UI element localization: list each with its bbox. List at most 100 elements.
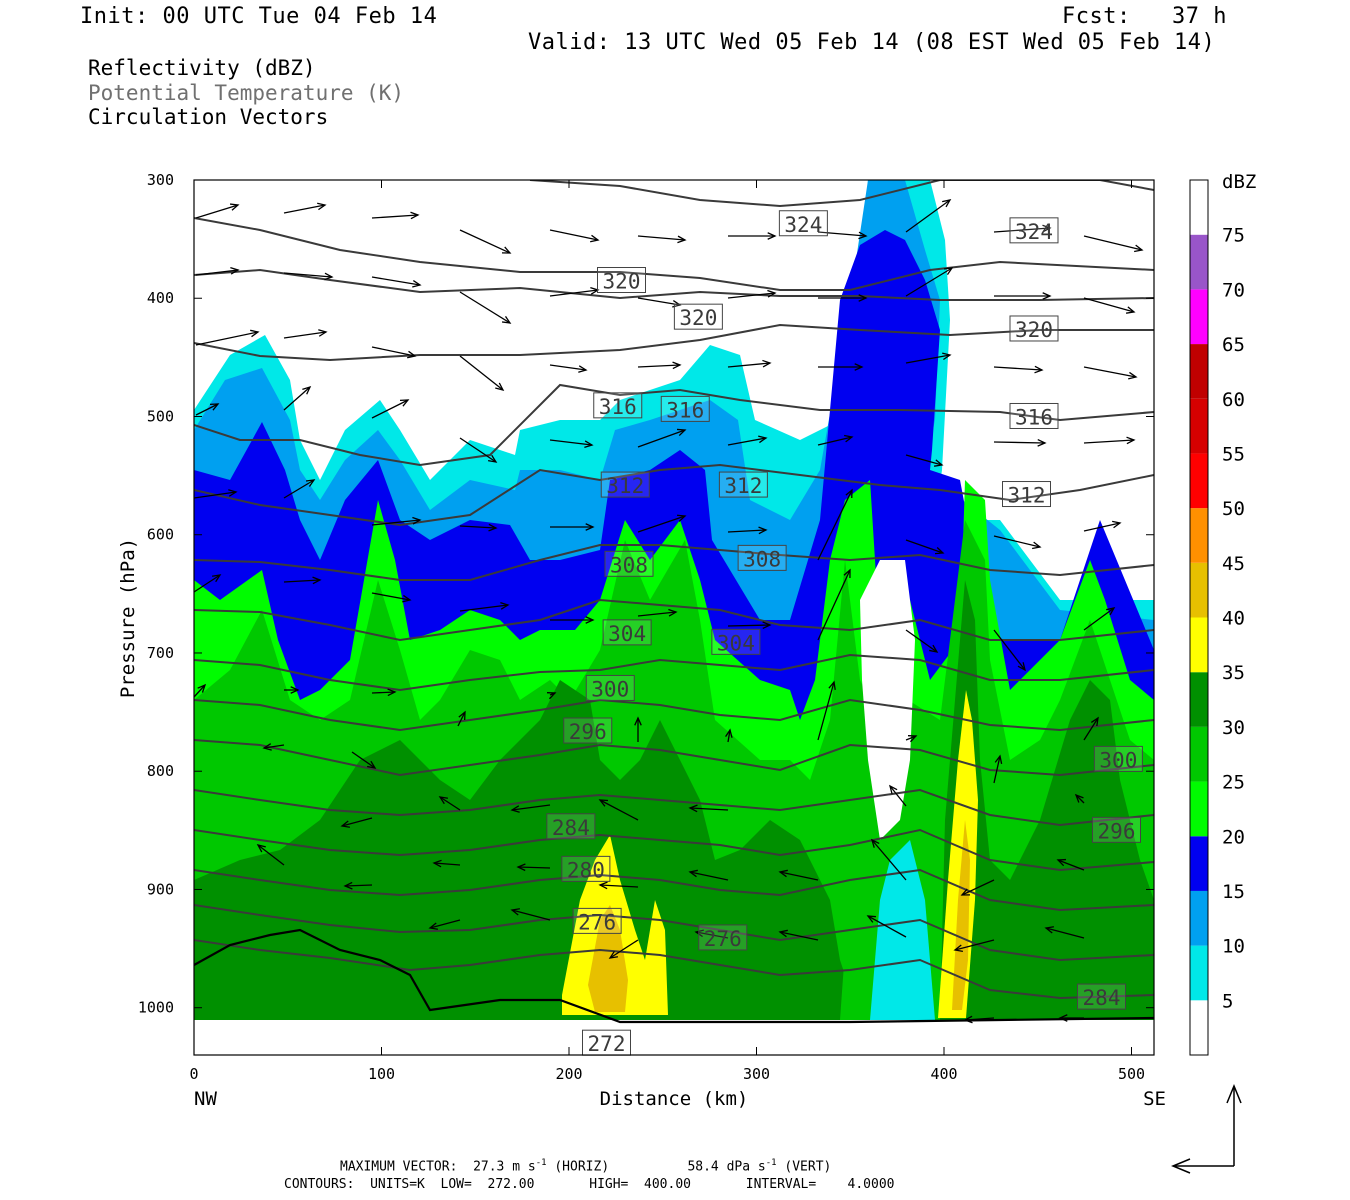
vector-head xyxy=(1112,520,1122,529)
init-time: Init: 00 UTC Tue 04 Feb 14 xyxy=(80,4,438,29)
x-tick-label-0: 0 xyxy=(189,1065,198,1083)
vector-arrow-101 xyxy=(866,915,907,938)
theta-label-text: 308 xyxy=(610,553,648,577)
vector-head xyxy=(694,929,704,938)
theta-label-text: 320 xyxy=(1015,318,1053,342)
vector-shaft xyxy=(459,355,504,391)
theta-contour-2 xyxy=(194,268,1154,301)
vector-head xyxy=(942,199,952,208)
vector-head xyxy=(305,479,316,487)
horiz-max-value: 27.3 m s xyxy=(473,1159,536,1175)
vector-arrow-72 xyxy=(725,728,733,743)
theta-label-text: 296 xyxy=(569,720,607,744)
vector-shaft xyxy=(1075,794,1085,804)
vector-head xyxy=(758,526,768,535)
vector-head xyxy=(488,523,498,532)
vector-shaft xyxy=(371,519,421,526)
vector-shaft xyxy=(599,799,639,821)
theta-contour-3 xyxy=(194,323,1154,362)
vector-shaft xyxy=(433,862,461,866)
vector-shaft xyxy=(817,569,851,641)
vector-shaft xyxy=(549,364,587,371)
vector-shaft xyxy=(905,354,951,364)
vector-head xyxy=(302,385,312,395)
dbz-region-6 xyxy=(940,580,1154,1020)
vector-head xyxy=(367,760,377,769)
vector-head xyxy=(1106,607,1116,616)
theta-label-text: 276 xyxy=(704,927,742,951)
vector-shaft xyxy=(1083,717,1099,741)
colorbar-segment-0 xyxy=(1190,945,1208,1001)
theta-labels: 324 324 320 320 320 316 316 316 312 312 312 308 308 3… xyxy=(546,210,1143,1056)
vector-head xyxy=(343,881,353,890)
theta-label-box xyxy=(593,392,643,419)
vector-shaft xyxy=(283,331,327,339)
vector-shaft xyxy=(195,331,259,346)
vector-head xyxy=(516,863,526,872)
vector-shaft xyxy=(905,735,917,741)
vector-head xyxy=(943,267,954,275)
vector-arrow-1 xyxy=(283,202,327,214)
vector-shaft xyxy=(637,297,681,306)
vector-shaft xyxy=(1083,522,1121,532)
vector-shaft xyxy=(993,441,1046,444)
vector-head xyxy=(585,616,595,624)
vector-arrow-39 xyxy=(727,435,768,446)
vector-shaft xyxy=(1083,439,1135,444)
vector-head xyxy=(387,688,397,697)
vector-head xyxy=(312,576,322,585)
vector-head xyxy=(250,329,260,338)
vector-head xyxy=(929,644,939,653)
theta-label-text: 320 xyxy=(603,270,641,294)
vector-head xyxy=(762,621,772,630)
y-tick-label-0: 300 xyxy=(147,171,174,189)
vector-shaft xyxy=(459,291,511,324)
theta-label-box xyxy=(1092,816,1141,843)
vector-head xyxy=(318,329,328,337)
vector-arrow-58 xyxy=(459,602,510,612)
vector-head xyxy=(762,359,772,368)
dbz-region-8 xyxy=(870,840,935,1020)
vector-arrow-59 xyxy=(550,616,595,624)
vector-head xyxy=(1056,858,1067,867)
theta-label-text: 300 xyxy=(1099,748,1137,772)
theta-label-text: 316 xyxy=(666,398,704,422)
vector-arrow-24 xyxy=(371,346,417,359)
vector-arrow-96 xyxy=(428,919,461,930)
vector-shaft xyxy=(727,362,771,368)
vector-shaft xyxy=(727,529,767,533)
dbz-region-12 xyxy=(952,820,970,1010)
theta-label-text: 316 xyxy=(1015,405,1053,429)
vector-arrow-27 xyxy=(637,361,682,370)
dbz-region-10 xyxy=(588,905,628,1012)
vector-head xyxy=(438,796,449,805)
vector-head xyxy=(584,440,594,448)
theta-label-text: 304 xyxy=(608,622,646,646)
colorbar-label-0: 5 xyxy=(1222,990,1233,1012)
vector-head xyxy=(1134,244,1144,253)
vector-head xyxy=(228,489,238,497)
vector-arrow-77 xyxy=(351,751,377,769)
vector-arrow-88 xyxy=(432,859,461,868)
vector-shaft xyxy=(517,866,551,869)
vector-arrow-42 xyxy=(993,439,1047,447)
vector-head xyxy=(412,516,422,525)
vector-shaft xyxy=(371,214,419,219)
vector-arrow-78 xyxy=(262,743,285,751)
vector-arrow-70 xyxy=(546,692,557,700)
theta-label-box xyxy=(600,471,650,498)
theta-label-16: 300 xyxy=(1093,745,1143,772)
vert-max-value: 58.4 dPa s xyxy=(687,1159,766,1175)
horiz-suffix: (HORIZ) xyxy=(546,1159,610,1175)
vector-shaft xyxy=(194,574,221,593)
vector-arrow-50 xyxy=(727,526,768,535)
vector-shaft xyxy=(779,871,819,881)
vector-head xyxy=(1017,662,1026,672)
vector-arrow-85 xyxy=(1074,793,1085,804)
theta-label-text: 304 xyxy=(717,631,755,655)
vector-shaft xyxy=(439,796,461,811)
theta-label-4: 320 xyxy=(1009,315,1059,342)
theta-label-8: 312 xyxy=(600,471,650,498)
vector-head xyxy=(458,710,466,721)
vector-head xyxy=(256,844,266,853)
